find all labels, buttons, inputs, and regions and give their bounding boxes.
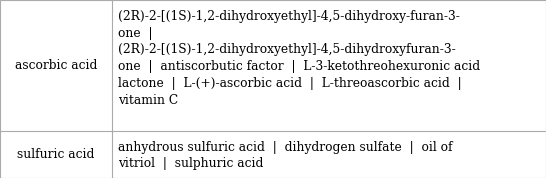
Text: (2R)-2-[(1S)-1,2-dihydroxyethyl]-4,5-dihydroxy-furan-3-
one  |
(2R)-2-[(1S)-1,2-: (2R)-2-[(1S)-1,2-dihydroxyethyl]-4,5-dih… — [118, 10, 480, 107]
Text: anhydrous sulfuric acid  |  dihydrogen sulfate  |  oil of
vitriol  |  sulphuric : anhydrous sulfuric acid | dihydrogen sul… — [118, 141, 453, 170]
Text: sulfuric acid: sulfuric acid — [17, 148, 94, 161]
Text: ascorbic acid: ascorbic acid — [15, 59, 97, 72]
